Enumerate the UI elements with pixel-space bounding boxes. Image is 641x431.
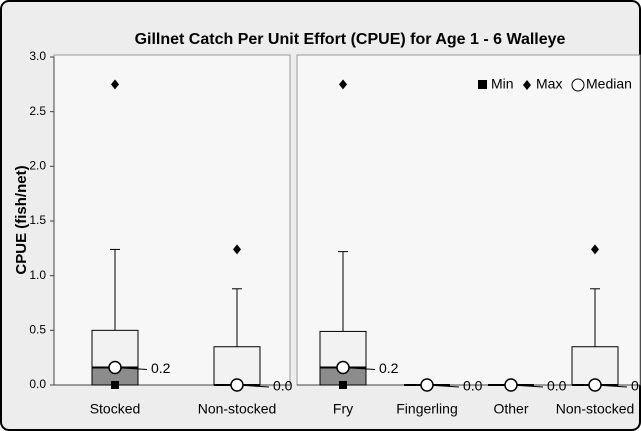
plot-panel [296, 54, 641, 386]
max-marker [233, 244, 241, 255]
box-upper [571, 346, 619, 386]
y-tick-label: 1.5 [29, 213, 46, 227]
max-marker [111, 79, 119, 90]
min-marker [111, 381, 119, 389]
median-marker [504, 378, 518, 392]
median-label: 0.0 [547, 378, 567, 394]
x-tick-label: Fry [333, 401, 353, 417]
y-tick-label: 1.0 [29, 268, 46, 282]
y-tick-label: 2.5 [29, 104, 46, 118]
x-tick-label: Non-stocked [556, 401, 635, 417]
y-tick-label: 3.0 [29, 49, 46, 63]
median-marker [230, 378, 244, 392]
legend-marker [571, 78, 585, 92]
y-tick-label: 0.5 [29, 323, 46, 337]
median-label: 0.0 [463, 378, 483, 394]
y-tick-label: 2.0 [29, 159, 46, 173]
median-label: 0.2 [151, 360, 171, 376]
median-label: 0.0 [273, 378, 293, 394]
max-marker [339, 79, 347, 90]
median-label: 0.2 [379, 360, 399, 376]
legend-label: Max [536, 76, 562, 92]
median-marker [108, 360, 122, 375]
median-marker [336, 360, 350, 375]
x-tick-label: Fingerling [396, 401, 457, 417]
x-tick-label: Stocked [90, 401, 141, 417]
median-label: 0.0 [631, 378, 641, 394]
min-marker [339, 381, 347, 389]
x-tick-label: Non-stocked [198, 401, 277, 417]
legend-marker [478, 80, 487, 89]
y-tick-label: 0.0 [29, 377, 46, 391]
median-marker [420, 378, 434, 392]
legend-marker [523, 80, 531, 90]
chart-title: Gillnet Catch Per Unit Effort (CPUE) for… [135, 31, 566, 48]
plot-panel [53, 54, 291, 386]
median-marker [588, 378, 602, 392]
max-marker [591, 244, 599, 255]
x-tick-label: Other [493, 401, 528, 417]
legend-label: Median [586, 76, 632, 92]
y-axis-title: CPUE (fish/net) [13, 165, 30, 274]
legend-label: Min [491, 76, 514, 92]
